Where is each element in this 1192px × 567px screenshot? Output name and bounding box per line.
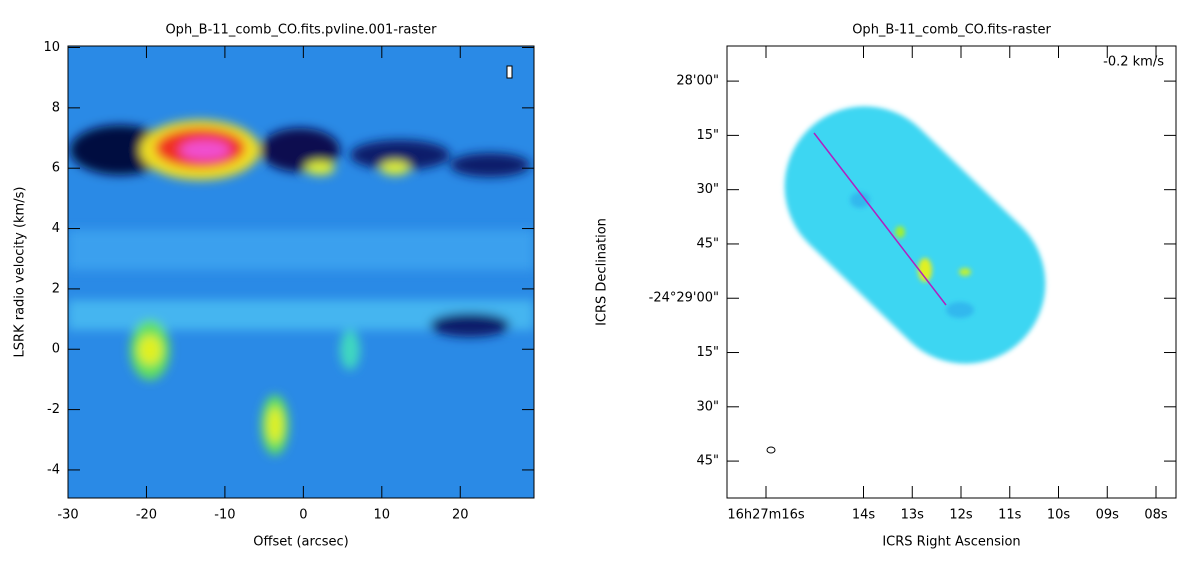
x-tick-label: 09s	[1096, 508, 1120, 523]
frame	[726, 45, 1177, 499]
y-tick-label: 15"	[696, 128, 719, 143]
annotation: -0.2 km/s	[1103, 55, 1164, 70]
y-axis-label: ICRS Declination	[595, 218, 610, 326]
y-tick-label: 0	[52, 342, 60, 357]
y-tick-label: 10	[43, 40, 60, 55]
x-tick-label: 10s	[1047, 508, 1071, 523]
x-tick-label: 16h27m16s	[727, 508, 805, 523]
y-tick-label: 4	[52, 221, 60, 236]
x-tick-label: 20	[452, 508, 469, 523]
y-tick-label: -2	[47, 402, 60, 417]
x-axis-label: Offset (arcsec)	[253, 535, 348, 550]
x-tick-label: 14s	[852, 508, 876, 523]
pv-cut	[813, 132, 947, 306]
sky-raster	[766, 106, 1046, 454]
y-tick-label: 15"	[696, 345, 719, 360]
x-tick-label: -20	[136, 508, 157, 523]
x-axis-label: ICRS Right Ascension	[882, 535, 1020, 550]
y-tick-label: 2	[52, 281, 60, 296]
x-tick-label: 0	[299, 508, 307, 523]
y-tick-label: 30"	[696, 399, 719, 414]
x-tick-label: 08s	[1144, 508, 1168, 523]
pv-raster	[68, 46, 534, 498]
y-tick-label: 45"	[696, 454, 719, 469]
y-tick-label: -24°29'00"	[649, 291, 719, 306]
x-tick-label: 10	[374, 508, 391, 523]
y-tick-label: -4	[47, 462, 60, 477]
y-tick-label: 45"	[696, 236, 719, 251]
x-tick-label: -10	[214, 508, 235, 523]
x-tick-label: 12s	[949, 508, 973, 523]
x-tick-label: -30	[57, 508, 78, 523]
y-tick-label: 30"	[696, 182, 719, 197]
y-tick-label: 28'00"	[676, 74, 719, 89]
y-axis-label: LSRK radio velocity (km/s)	[13, 187, 28, 358]
chart-title: Oph_B-11_comb_CO.fits.pvline.001-raster	[165, 23, 437, 38]
frame	[67, 45, 535, 499]
x-tick-label: 13s	[901, 508, 925, 523]
beam	[766, 446, 776, 454]
y-tick-label: 6	[52, 161, 60, 176]
x-tick-label: 11s	[998, 508, 1022, 523]
y-tick-label: 8	[52, 100, 60, 115]
chart-title: Oph_B-11_comb_CO.fits-raster	[852, 23, 1051, 38]
channel-marker	[506, 65, 513, 79]
